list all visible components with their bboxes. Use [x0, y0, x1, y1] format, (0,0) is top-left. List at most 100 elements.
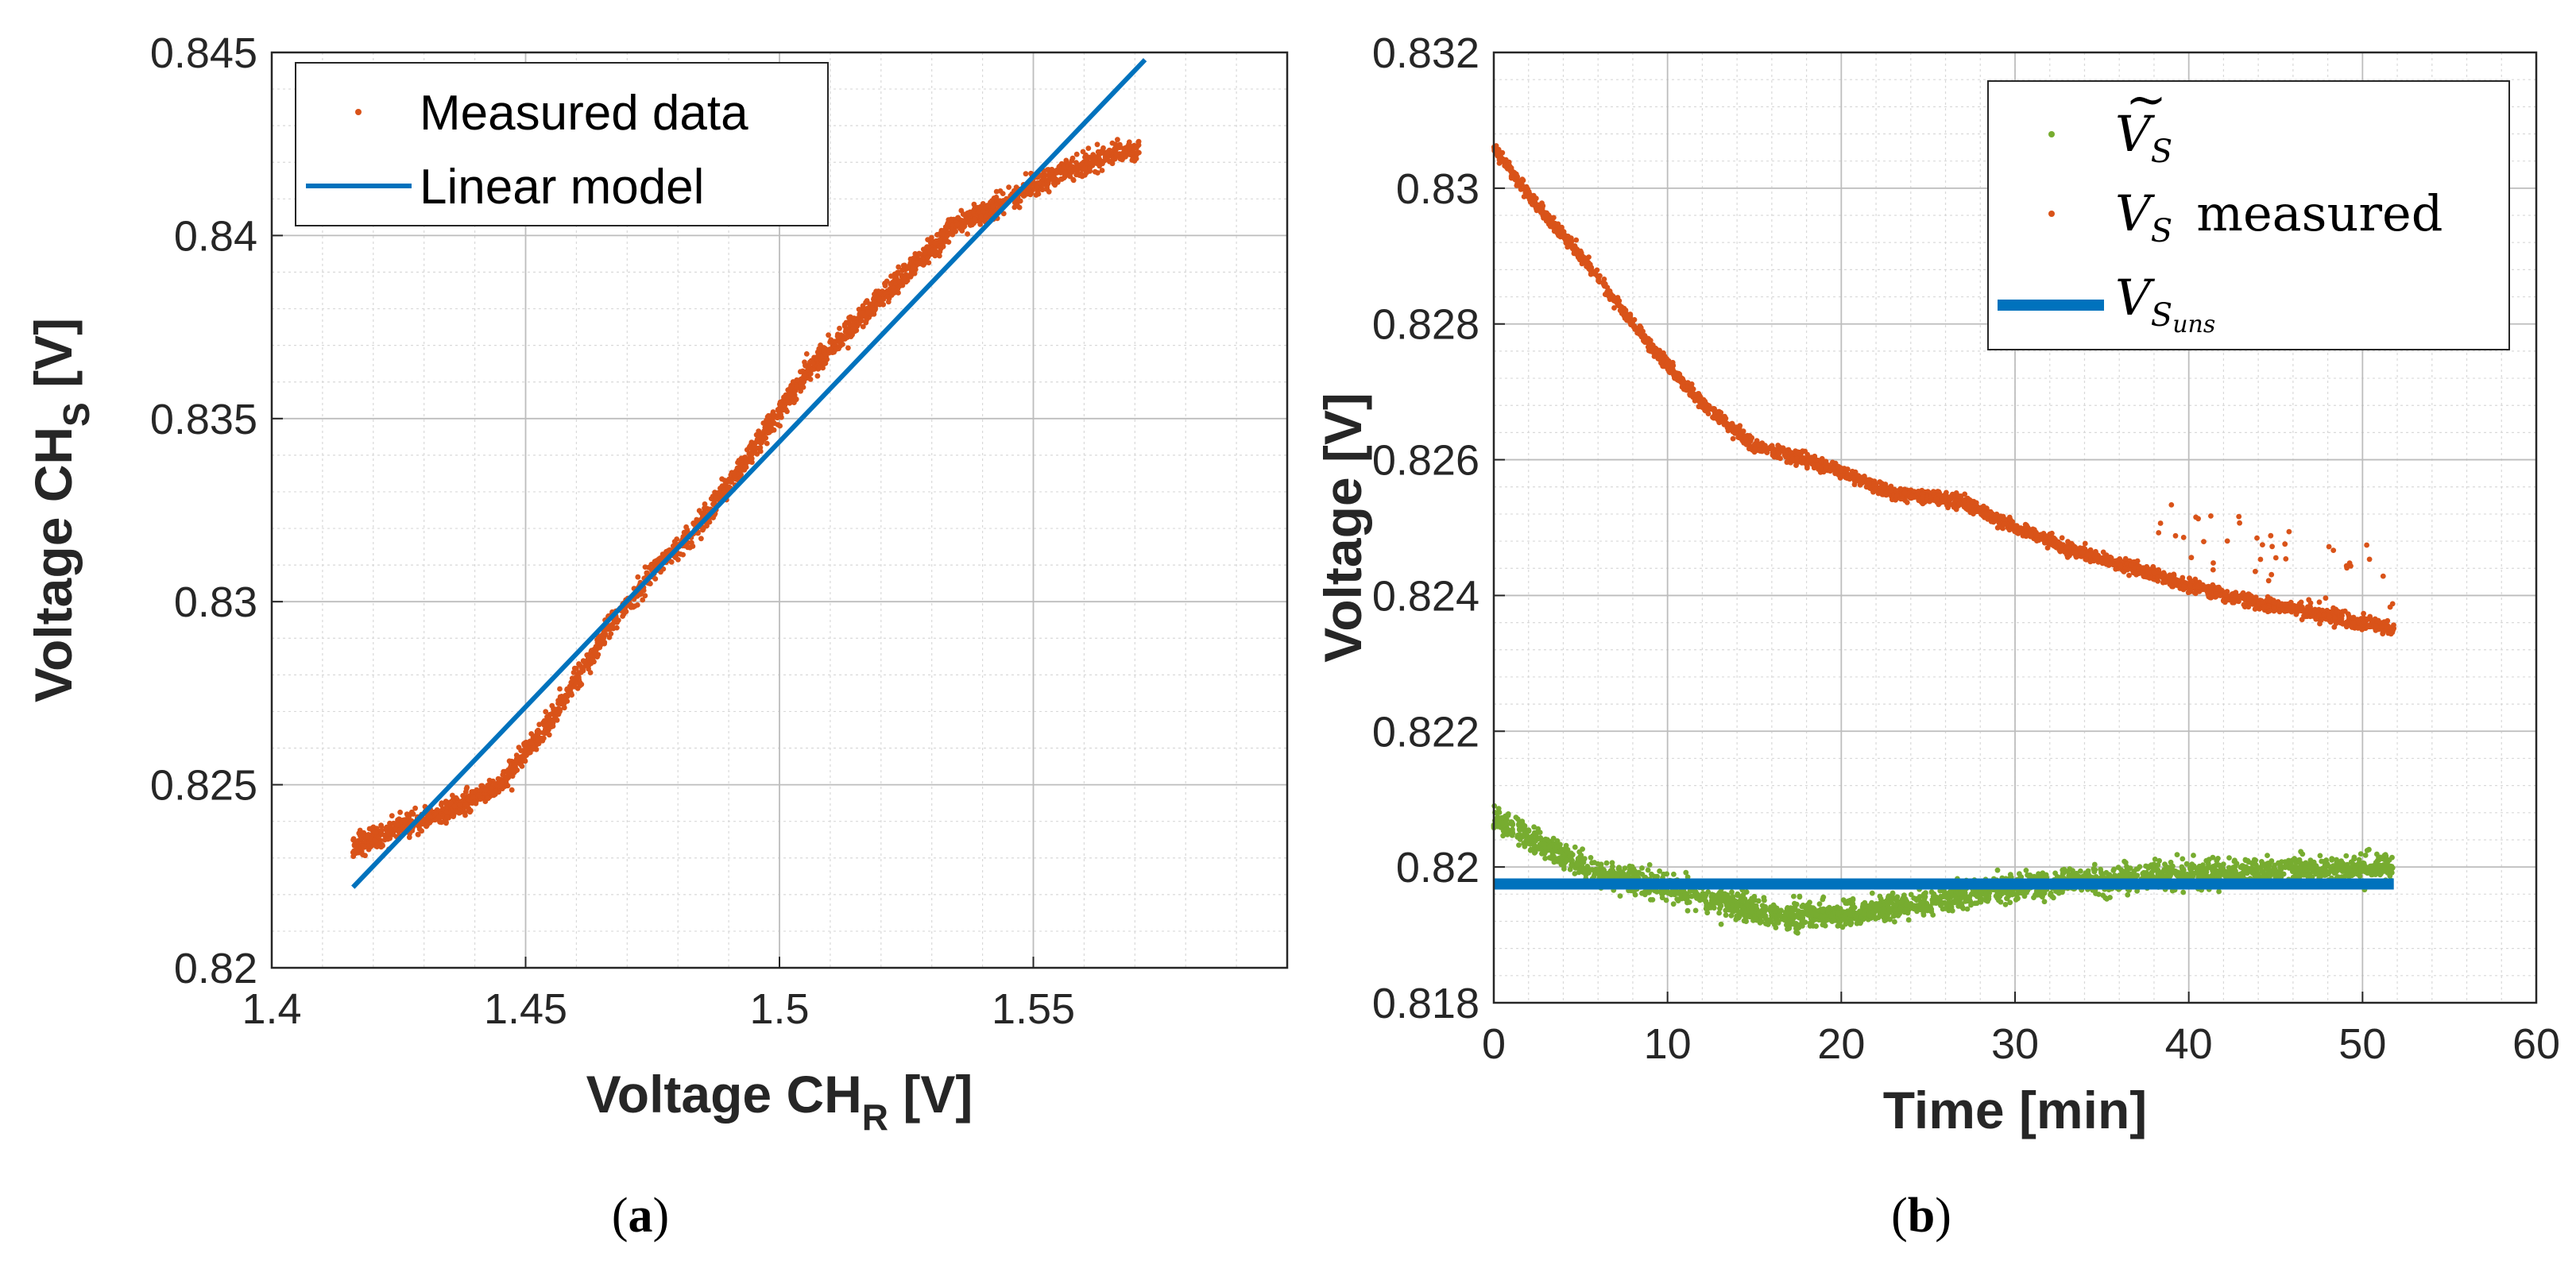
data-point [1127, 151, 1133, 157]
data-point [917, 251, 923, 257]
data-point [1752, 915, 1758, 922]
data-point [915, 260, 921, 265]
data-point [2352, 865, 2357, 871]
data-point [1104, 150, 1110, 157]
data-point [990, 203, 996, 210]
data-point [816, 365, 822, 371]
data-point [1671, 871, 1677, 877]
data-point [790, 379, 796, 385]
data-point [2346, 867, 2353, 873]
data-point [803, 351, 810, 357]
data-point [1094, 141, 1100, 148]
data-point [366, 843, 372, 849]
data-point [522, 740, 528, 746]
data-point [1782, 915, 1788, 922]
data-point [412, 805, 418, 811]
panel-b: 0 10 20 30 40 50 60 0.8180.820.8220.8240.8260.… [1313, 29, 2560, 1243]
data-point [1036, 180, 1042, 186]
data-point [509, 787, 515, 793]
data-point [400, 823, 406, 830]
data-point [359, 831, 365, 837]
data-point [2358, 868, 2364, 873]
data-point [1692, 889, 1699, 895]
data-point [899, 267, 906, 273]
data-point [2174, 852, 2180, 857]
data-point [2135, 866, 2141, 872]
data-point [882, 280, 888, 286]
data-point [978, 213, 984, 219]
data-point [847, 328, 853, 335]
data-point [427, 814, 433, 819]
data-point [860, 303, 866, 309]
data-point [432, 810, 439, 817]
data-point [1850, 901, 1856, 907]
data-point [415, 832, 421, 837]
data-point [801, 373, 807, 379]
data-point [778, 412, 783, 417]
data-point [642, 593, 648, 599]
data-point [401, 818, 408, 824]
data-point [1099, 168, 1105, 173]
data-point [1617, 893, 1623, 899]
data-point [613, 625, 620, 631]
data-point [1762, 897, 1767, 903]
data-point [373, 830, 379, 836]
data-point [2034, 892, 2040, 898]
data-point [1079, 173, 1085, 180]
data-point [1816, 901, 1823, 907]
data-point [860, 323, 866, 330]
data-point [841, 322, 848, 327]
data-point [1705, 889, 1712, 895]
data-point [1911, 906, 1917, 911]
data-point [2023, 868, 2029, 873]
data-point [685, 544, 690, 551]
data-point [971, 201, 977, 207]
data-point [674, 536, 680, 542]
data-point [1603, 860, 1610, 866]
data-point [571, 670, 577, 675]
data-point [845, 335, 850, 340]
data-point [876, 296, 883, 303]
data-point [394, 822, 400, 828]
data-point [851, 315, 857, 321]
data-point [462, 802, 469, 808]
data-point [405, 813, 411, 818]
data-point [1014, 202, 1020, 208]
data-point [2168, 859, 2174, 865]
data-point [897, 283, 903, 289]
data-point [570, 678, 576, 684]
data-point [993, 188, 1000, 195]
data-point [1049, 168, 1055, 174]
data-point [601, 635, 606, 641]
data-point [353, 839, 359, 845]
data-point [385, 836, 391, 842]
data-point [749, 451, 755, 457]
data-point [948, 230, 954, 235]
data-point [512, 762, 517, 768]
data-point [378, 823, 385, 830]
axes-box-a [270, 51, 1289, 969]
data-point [2277, 862, 2283, 868]
data-point [888, 273, 894, 279]
data-point [696, 508, 702, 513]
data-point [759, 439, 765, 446]
data-point [1070, 177, 1077, 184]
data-point [439, 806, 446, 812]
data-point [1588, 855, 1594, 861]
data-point [1639, 865, 1645, 871]
data-point [437, 819, 443, 825]
data-point [543, 709, 549, 715]
data-point [905, 264, 911, 270]
data-point [793, 396, 799, 402]
x-tick-label: 1.45 [484, 985, 567, 1033]
data-point [464, 796, 470, 802]
data-point [453, 795, 459, 801]
data-point [775, 422, 781, 427]
data-point [2309, 865, 2315, 872]
data-point [548, 724, 555, 729]
data-point [652, 559, 658, 565]
data-point [1031, 180, 1036, 186]
data-point [1739, 898, 1746, 903]
data-point [387, 828, 393, 834]
